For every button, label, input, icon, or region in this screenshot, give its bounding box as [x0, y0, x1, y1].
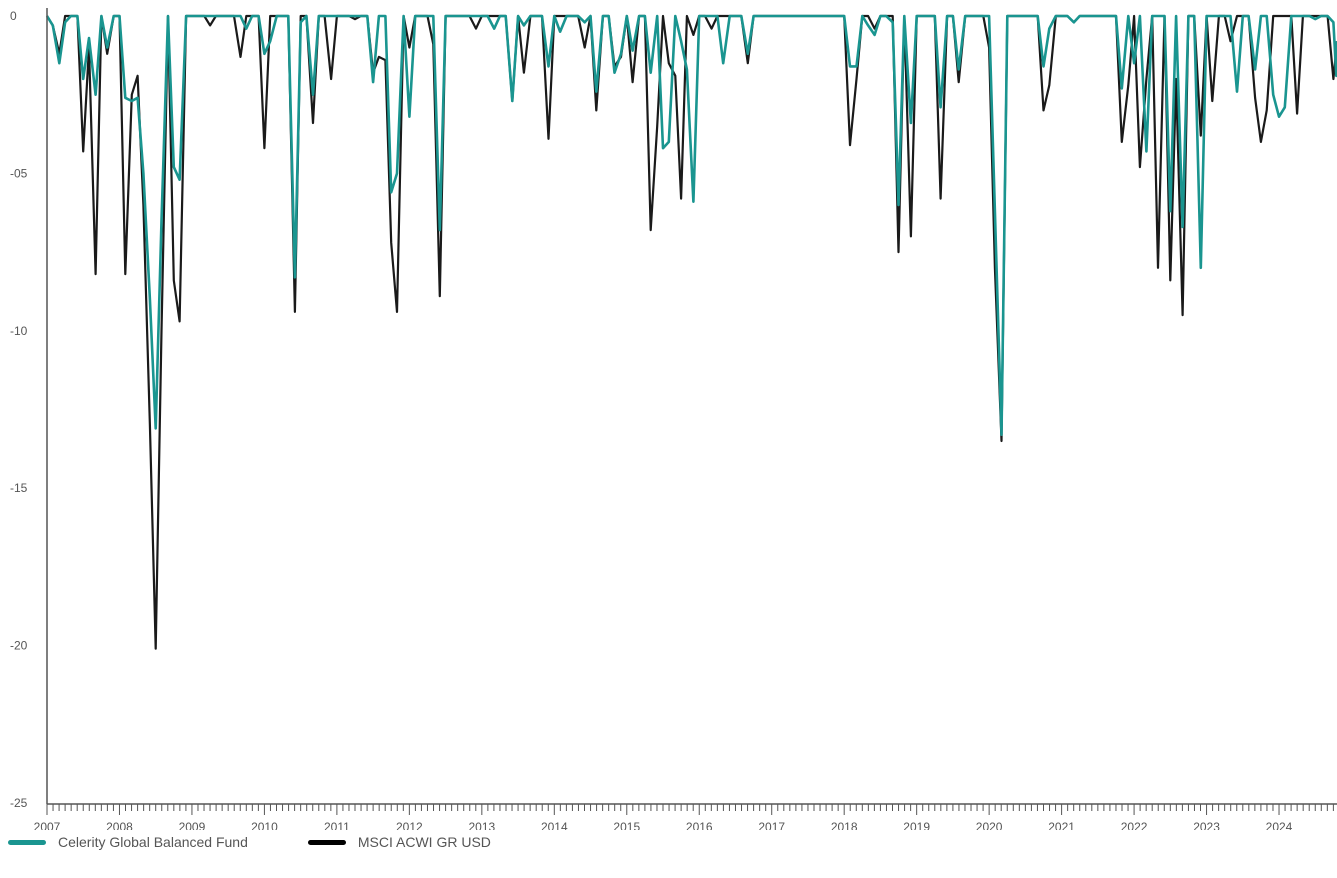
x-tick-label: 2022 [1121, 820, 1148, 830]
x-tick-label: 2013 [468, 820, 495, 830]
x-tick-label: 2008 [106, 820, 133, 830]
x-tick-label: 2007 [34, 820, 61, 830]
x-axis-minor-ticks [46, 804, 1334, 815]
chart-legend: Celerity Global Balanced Fund MSCI ACWI … [8, 832, 551, 852]
x-tick-label: 2017 [758, 820, 785, 830]
y-tick-label: -20 [10, 639, 28, 653]
series-line-benchmark [46, 14, 1337, 650]
x-tick-label: 2009 [179, 820, 206, 830]
legend-item-benchmark: MSCI ACWI GR USD [307, 834, 491, 850]
x-tick-label: 2012 [396, 820, 423, 830]
x-tick-label: 2014 [541, 820, 568, 830]
legend-swatch-fund [8, 839, 46, 845]
x-tick-label: 2016 [686, 820, 713, 830]
y-axis-tick-labels: 0 -05 -10 -15 -20 -25 [10, 9, 28, 810]
legend-label-fund: Celerity Global Balanced Fund [58, 834, 248, 850]
y-tick-label: -25 [10, 796, 28, 810]
series-line-fund [45, 14, 1337, 436]
x-tick-label: 2019 [903, 820, 930, 830]
x-tick-label: 2018 [831, 820, 858, 830]
legend-swatch-benchmark [307, 839, 346, 845]
y-tick-label: -10 [10, 324, 28, 338]
x-tick-label: 2011 [324, 820, 350, 830]
x-tick-label: 2024 [1266, 820, 1293, 830]
x-tick-label: 2015 [613, 820, 640, 830]
x-tick-label: 2021 [1048, 820, 1075, 830]
legend-label-benchmark: MSCI ACWI GR USD [357, 834, 491, 850]
x-axis-tick-labels: 2007 2008 2009 2010 2011 2012 2013 2014 2015 2016… [34, 820, 1293, 830]
series-lines [45, 14, 1337, 650]
y-tick-label: -05 [10, 166, 28, 180]
y-tick-label: 0 [10, 9, 17, 23]
drawdown-chart: 0 -05 -10 -15 -20 -25 2007 2008 2009 2010 2011 201… [10, 8, 1337, 830]
x-tick-label: 2020 [976, 820, 1003, 830]
legend-item-fund: Celerity Global Balanced Fund [8, 834, 248, 850]
x-tick-label: 2010 [251, 820, 278, 830]
x-tick-label: 2023 [1193, 820, 1220, 830]
y-tick-label: -15 [10, 481, 28, 495]
